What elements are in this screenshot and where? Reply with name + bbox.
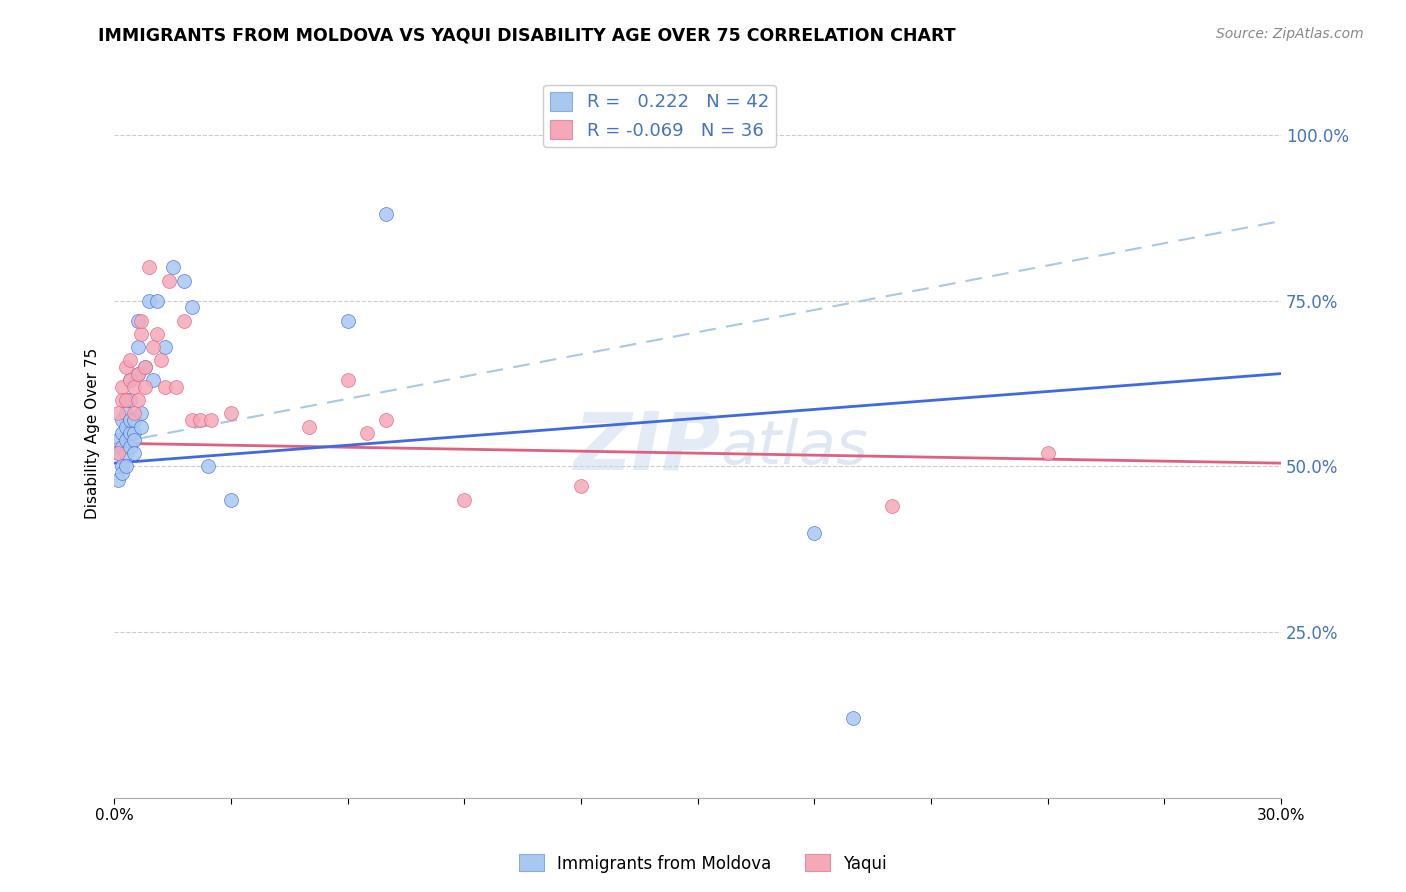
Point xyxy=(149,353,172,368)
Point xyxy=(880,500,903,514)
Point xyxy=(115,406,138,420)
Point xyxy=(200,413,222,427)
Point xyxy=(375,413,398,427)
Point xyxy=(122,406,145,420)
Point xyxy=(115,359,138,374)
Point xyxy=(107,446,129,460)
Point xyxy=(146,293,169,308)
Point xyxy=(122,446,145,460)
Point xyxy=(146,326,169,341)
Point xyxy=(115,419,138,434)
Point xyxy=(118,373,141,387)
Legend: Immigrants from Moldova, Yaqui: Immigrants from Moldova, Yaqui xyxy=(512,847,894,880)
Point xyxy=(219,406,242,420)
Point xyxy=(127,367,149,381)
Point xyxy=(122,413,145,427)
Point xyxy=(375,207,398,221)
Point xyxy=(131,419,153,434)
Text: ZIP: ZIP xyxy=(574,409,721,487)
Point xyxy=(173,274,195,288)
Point xyxy=(118,353,141,368)
Point xyxy=(142,373,165,387)
Point xyxy=(115,446,138,460)
Point xyxy=(453,492,475,507)
Point xyxy=(197,459,219,474)
Point xyxy=(107,406,129,420)
Point xyxy=(356,426,378,441)
Point xyxy=(107,473,129,487)
Point xyxy=(131,313,153,327)
Point xyxy=(111,466,134,480)
Point xyxy=(134,359,156,374)
Point xyxy=(111,426,134,441)
Point xyxy=(118,440,141,454)
Point xyxy=(153,380,176,394)
Point xyxy=(115,393,138,408)
Point xyxy=(115,433,138,447)
Point xyxy=(157,274,180,288)
Point xyxy=(118,413,141,427)
Point xyxy=(173,313,195,327)
Point xyxy=(138,260,160,275)
Text: IMMIGRANTS FROM MOLDOVA VS YAQUI DISABILITY AGE OVER 75 CORRELATION CHART: IMMIGRANTS FROM MOLDOVA VS YAQUI DISABIL… xyxy=(98,27,956,45)
Point xyxy=(122,433,145,447)
Point xyxy=(131,406,153,420)
Point xyxy=(122,426,145,441)
Point xyxy=(569,479,592,493)
Point xyxy=(111,393,134,408)
Point xyxy=(153,340,176,354)
Point xyxy=(181,413,204,427)
Point xyxy=(336,313,359,327)
Point xyxy=(122,380,145,394)
Point xyxy=(118,393,141,408)
Point xyxy=(162,260,184,275)
Point xyxy=(138,293,160,308)
Point xyxy=(134,359,156,374)
Point xyxy=(107,433,129,447)
Point xyxy=(115,459,138,474)
Y-axis label: Disability Age Over 75: Disability Age Over 75 xyxy=(86,348,100,519)
Point xyxy=(111,459,134,474)
Point xyxy=(115,393,138,408)
Point xyxy=(127,340,149,354)
Text: atlas: atlas xyxy=(721,418,869,477)
Point xyxy=(107,446,129,460)
Text: Source: ZipAtlas.com: Source: ZipAtlas.com xyxy=(1216,27,1364,41)
Point xyxy=(127,367,149,381)
Point xyxy=(336,373,359,387)
Point xyxy=(142,340,165,354)
Point xyxy=(298,419,321,434)
Point xyxy=(181,300,204,314)
Point xyxy=(842,711,865,725)
Point xyxy=(1036,446,1059,460)
Point xyxy=(127,393,149,408)
Point xyxy=(118,426,141,441)
Legend: R =   0.222   N = 42, R = -0.069   N = 36: R = 0.222 N = 42, R = -0.069 N = 36 xyxy=(543,85,776,147)
Point xyxy=(219,492,242,507)
Point xyxy=(111,440,134,454)
Point xyxy=(188,413,211,427)
Point xyxy=(118,373,141,387)
Point xyxy=(127,313,149,327)
Point xyxy=(803,525,825,540)
Point xyxy=(131,326,153,341)
Point xyxy=(111,413,134,427)
Point xyxy=(111,380,134,394)
Point xyxy=(165,380,187,394)
Point xyxy=(134,380,156,394)
